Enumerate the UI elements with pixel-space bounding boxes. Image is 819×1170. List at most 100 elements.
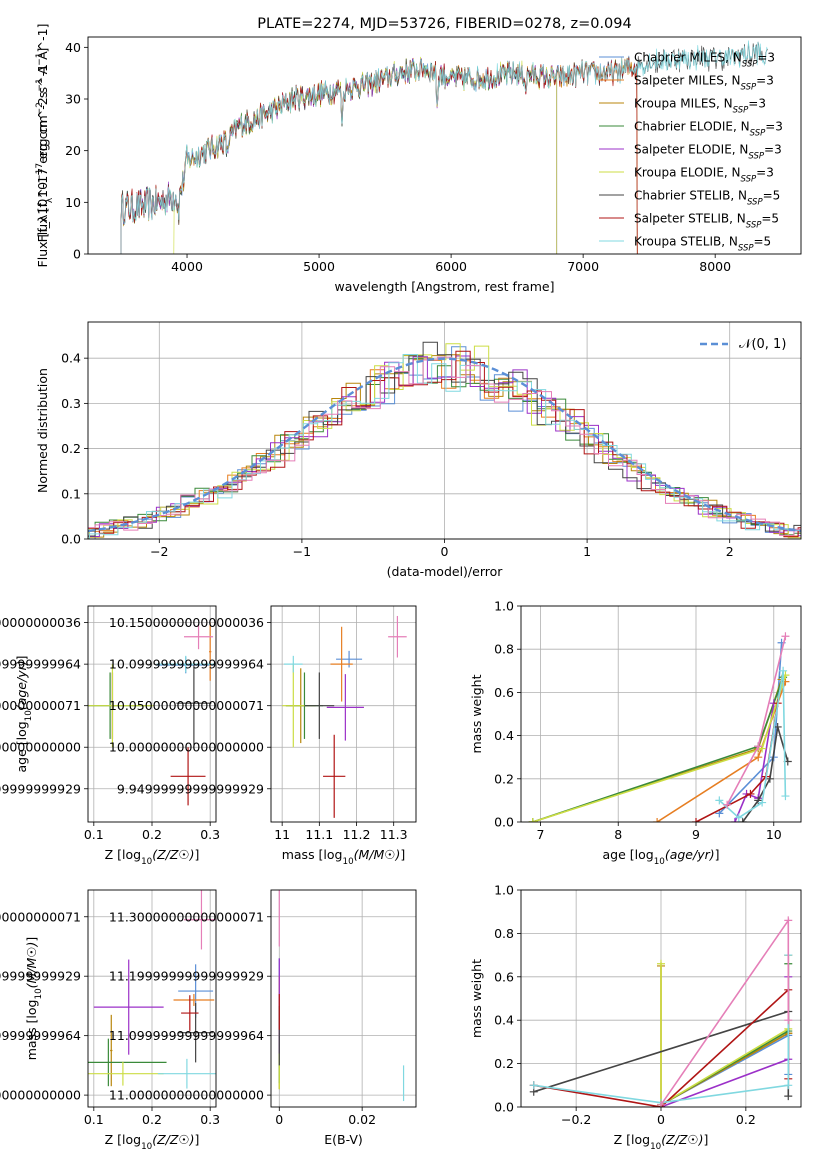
massweight-Z-panel: −0.2 0 0.2 0.0 0.2 0.4 0.6 0.8 1.0 Z [log10(Z/Z☉)… <box>469 883 802 1152</box>
weight-marker <box>784 1092 793 1101</box>
legend-entry-2: Salpeter MILES, NSSP=3 <box>634 74 774 93</box>
errorbar-2 <box>209 622 212 681</box>
x-tick-label: 0 <box>275 1112 283 1127</box>
x-tick-label: 8000 <box>699 259 731 274</box>
errorbar-2 <box>173 994 215 1006</box>
x-tick-label: 2 <box>726 544 734 559</box>
y-tick-label: 10.15000000000000036 <box>0 615 81 630</box>
y-tick-label: 0.0 <box>61 532 81 547</box>
errorbar-2 <box>330 626 353 702</box>
weight-line-10 <box>657 916 793 1107</box>
errorbar-10 <box>388 615 407 658</box>
legend-entry-7: Chabrier STELIB, NSSP=5 <box>634 189 780 208</box>
histogram-8 <box>88 350 801 538</box>
y-tick-label: 0.8 <box>494 926 514 941</box>
x-tick-label: 11.1 <box>305 827 333 842</box>
weight-marker <box>784 916 793 925</box>
weight-marker <box>779 666 788 675</box>
errorbar-10 <box>184 624 214 650</box>
x-tick-label: 11.2 <box>343 827 371 842</box>
spectrum-y-label: Flux [fλ10−17 erg cm−2 s−1 A−1] <box>35 48 55 243</box>
y-tick-label: 10 <box>65 195 81 210</box>
y-tick-label: 9.94999999999999929 <box>117 781 264 796</box>
weight-marker <box>528 818 537 822</box>
spectrum-legend: Chabrier MILES, NSSP=3 Salpeter MILES, NS… <box>599 51 783 254</box>
spectrum-line-9 <box>120 40 768 254</box>
weight-marker <box>738 818 747 822</box>
weight-marker <box>734 813 743 822</box>
x-axis-label: Z [log10(Z/Z☉)] <box>105 847 200 867</box>
axes-frame <box>520 889 802 1108</box>
gaussian-curve <box>88 357 801 533</box>
y-tick-label: 1.0 <box>494 883 514 898</box>
x-tick-label: 0 <box>657 1112 665 1127</box>
axes-frame <box>520 605 802 823</box>
y-tick-label: 11.30000000000000071 <box>109 909 264 924</box>
gaussian-legend-label: 𝒩(0, 1) <box>739 337 786 352</box>
y-tick-label: 10.09999999999999964 <box>0 657 81 672</box>
x-tick-label: 0.2 <box>142 827 162 842</box>
weight-marker <box>730 818 739 822</box>
weight-marker <box>723 800 732 809</box>
errorbar-6 <box>88 664 154 748</box>
spectrum-title: PLATE=2274, MJD=53726, FIBERID=0278, z=0… <box>257 16 631 32</box>
y-tick-label: 0.4 <box>494 728 514 743</box>
errorbar-3 <box>110 1014 113 1087</box>
y-tick-label: 0.3 <box>61 396 81 411</box>
weight-line-4 <box>657 959 793 1107</box>
x-tick-label: 0.1 <box>84 827 104 842</box>
y-tick-label: 11.19999999999999929 <box>109 969 264 984</box>
plot-area <box>282 615 407 818</box>
x-axis-label: mass [log10(M/M☉)] <box>282 847 406 867</box>
y-tick-label: 20 <box>65 143 81 158</box>
spectrum-panel: 4000 5000 6000 7000 8000 0 10 20 30 40 wavelength … <box>35 16 802 294</box>
x-tick-label: 0.3 <box>200 827 220 842</box>
plot-area <box>88 890 216 1089</box>
x-axis-label: Z [log10(Z/Z☉)] <box>614 1132 709 1152</box>
x-tick-label: 6000 <box>435 259 467 274</box>
x-tick-label: 5000 <box>303 259 335 274</box>
y-tick-label: 0.2 <box>61 441 81 456</box>
age-Z-panel: 0.1 0.2 0.3 9.94999999999999929 10.000000000… <box>0 605 220 867</box>
axes-frame <box>87 36 802 255</box>
y-tick-label: 0.6 <box>494 969 514 984</box>
weight-line-10 <box>723 632 790 809</box>
x-tick-label: 10 <box>766 827 782 842</box>
y-tick-label: 1.0 <box>494 599 514 614</box>
y-axis-label: Flux [f_λ10^-17 erg cm^-2 s^-1 A^-1] <box>35 24 50 268</box>
weight-marker <box>653 818 662 822</box>
x-tick-label: 4000 <box>171 259 203 274</box>
y-tick-label: 0 <box>73 247 81 262</box>
x-tick-label: 0.2 <box>142 1112 162 1127</box>
errorbar-9 <box>284 655 303 673</box>
plot-area <box>88 341 801 539</box>
y-tick-label: 11.09999999999999964 <box>0 1028 81 1043</box>
y-tick-label: 0.1 <box>61 486 81 501</box>
weight-marker <box>784 1081 793 1090</box>
errorbar-9 <box>156 655 215 673</box>
axes-frame <box>270 605 417 823</box>
axes-frame <box>270 889 417 1108</box>
weight-marker <box>657 1100 665 1107</box>
y-tick-label: 10.09999999999999964 <box>109 657 264 672</box>
weight-marker <box>781 792 790 801</box>
axes-frame <box>87 321 802 540</box>
weight-path <box>532 677 784 822</box>
x-axis-label: age [log10(age/yr)] <box>602 847 719 867</box>
errorbar-1 <box>336 650 363 668</box>
age-mass-panel: 11 11.1 11.2 11.3 9.94999999999999929 10.0000… <box>109 605 417 867</box>
x-tick-label: 0.2 <box>736 1112 756 1127</box>
errorbar-8 <box>170 747 206 806</box>
weight-marker <box>781 632 790 641</box>
y-axis-label: age [log10(age/yr)] <box>14 655 34 772</box>
legend-entry-4: Chabrier ELODIE, NSSP=3 <box>634 120 783 139</box>
errorbar-7 <box>304 672 335 739</box>
legend-entry-5: Salpeter ELODIE, NSSP=3 <box>634 143 782 162</box>
histogram-10 <box>88 356 801 536</box>
y-tick-label: 0.4 <box>61 351 81 366</box>
x-tick-label: 0 <box>441 544 449 559</box>
weight-marker <box>746 789 755 798</box>
massweight-age-panel: 7 8 9 10 0.0 0.2 0.4 0.6 0.8 1.0 age [log10(age/yr… <box>469 599 802 867</box>
errorbar-10 <box>184 890 216 950</box>
y-tick-label: 0.2 <box>494 1056 514 1071</box>
